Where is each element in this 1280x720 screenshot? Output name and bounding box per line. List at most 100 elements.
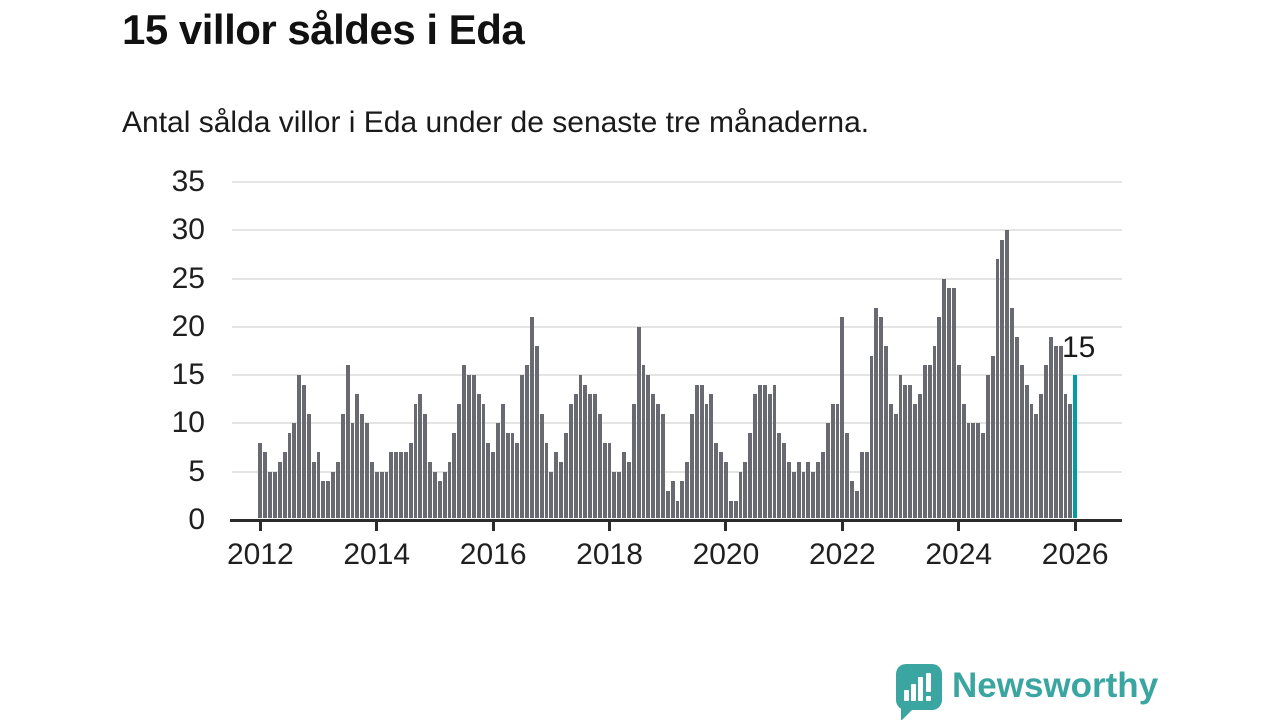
x-axis-tick-label: 2022: [808, 538, 876, 571]
bar: [825, 423, 830, 519]
x-axis-tick: [957, 521, 961, 531]
y-axis-tick-label: 0: [188, 503, 205, 536]
bar: [486, 442, 491, 519]
bar: [525, 365, 530, 519]
bar: [1034, 413, 1039, 519]
bar: [874, 307, 879, 519]
bar: [1053, 346, 1058, 519]
y-axis-tick-label: 5: [188, 454, 205, 488]
bar: [394, 452, 399, 519]
bar: [306, 413, 311, 519]
x-axis-tick-label: 2024: [925, 538, 993, 571]
bar: [947, 288, 951, 519]
x-axis-line: [230, 518, 1122, 522]
bar: [942, 278, 947, 519]
bar: [835, 404, 840, 519]
bar: [806, 462, 811, 519]
bar: [321, 481, 326, 519]
bar: [762, 384, 767, 519]
bar: [918, 394, 922, 519]
bar: [854, 491, 859, 519]
bar: [1024, 384, 1029, 519]
speech-bubble-tail: [901, 708, 914, 720]
bar: [694, 384, 699, 519]
bar: [680, 481, 685, 519]
gridline: [232, 229, 1122, 232]
x-axis-tick: [258, 521, 262, 531]
bar: [787, 462, 791, 519]
bar: [777, 433, 782, 519]
bar: [990, 355, 995, 519]
bar: [709, 394, 714, 519]
bar: [539, 413, 544, 519]
bar: [699, 384, 704, 519]
bar: [369, 462, 374, 519]
bar: [743, 462, 748, 519]
y-axis-tick-label: 35: [171, 165, 205, 198]
bar: [985, 375, 990, 519]
x-axis-tick: [491, 521, 495, 531]
bar: [951, 288, 956, 519]
bar: [1063, 394, 1068, 519]
bar: [888, 404, 893, 519]
bar: [292, 423, 297, 519]
bar: [597, 413, 602, 519]
bar: [869, 355, 874, 519]
bar: [675, 500, 680, 519]
bar: [733, 500, 738, 519]
bar: [631, 404, 636, 519]
x-axis-tick: [840, 521, 844, 531]
bar: [966, 423, 971, 519]
bar: [350, 423, 355, 519]
bar: [767, 394, 772, 519]
bar: [418, 394, 423, 519]
bar: [554, 452, 559, 519]
y-axis-tick-label: 10: [171, 406, 205, 440]
bar: [263, 452, 268, 519]
x-axis-tick-label: 2018: [576, 538, 643, 571]
bar: [258, 442, 263, 519]
x-axis-tick-label: 2012: [226, 538, 294, 571]
bar: [471, 375, 476, 519]
bar: [893, 413, 898, 519]
bar: [466, 375, 471, 519]
x-axis-tick-label: 2026: [1041, 538, 1109, 571]
bar: [316, 452, 321, 519]
bar: [796, 462, 801, 519]
bar: [355, 394, 360, 519]
bar: [462, 365, 466, 519]
y-axis-tick-label: 25: [171, 261, 205, 295]
bar: [840, 317, 845, 519]
last-value-label: 15: [1062, 331, 1096, 364]
bar: [496, 423, 500, 519]
bar: [365, 423, 369, 519]
bar: [272, 471, 277, 519]
bar: [583, 384, 588, 519]
bar: [772, 384, 777, 519]
x-axis-tick: [375, 521, 379, 531]
bar: [282, 452, 287, 519]
bar: [753, 394, 757, 519]
bar: [457, 404, 462, 519]
bar: [811, 471, 816, 519]
bar: [922, 365, 927, 519]
bar: [1015, 336, 1019, 519]
bar: [452, 433, 457, 519]
bar: [340, 413, 345, 519]
bar: [331, 471, 336, 519]
bar: [1058, 346, 1063, 519]
x-axis-tick: [724, 521, 728, 531]
bar: [520, 375, 525, 519]
bar: [738, 471, 743, 519]
gridline: [232, 277, 1122, 280]
bar: [287, 433, 292, 519]
bar: [399, 452, 403, 519]
bar: [821, 452, 825, 519]
bar: [728, 500, 733, 519]
brand-name: Newsworthy: [952, 666, 1159, 705]
bar: [908, 384, 913, 519]
bar: [927, 365, 932, 519]
bar: [816, 462, 821, 519]
bar: [442, 471, 447, 519]
